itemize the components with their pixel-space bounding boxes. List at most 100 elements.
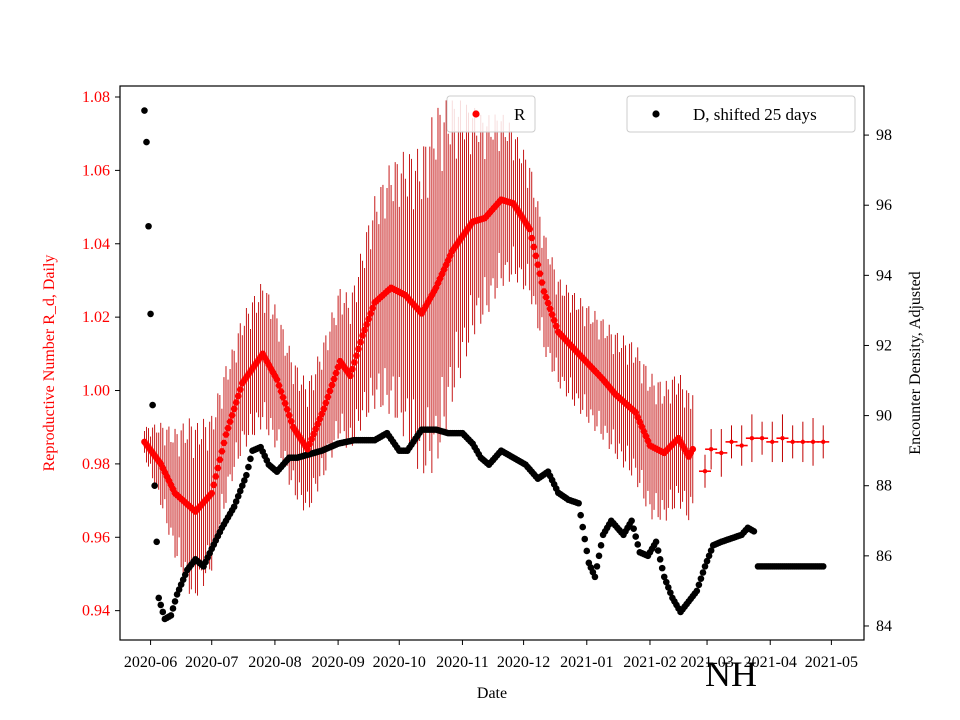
d-point[interactable] [159, 608, 167, 616]
d-point[interactable] [693, 587, 701, 595]
r-point[interactable] [306, 440, 313, 448]
r-point[interactable] [355, 345, 362, 353]
r-point[interactable] [320, 405, 328, 413]
d-point[interactable] [658, 564, 666, 572]
d-point[interactable] [157, 601, 165, 609]
r-point[interactable] [689, 445, 697, 453]
d-point[interactable] [151, 482, 158, 490]
r-tail-point[interactable] [800, 439, 806, 445]
r-point[interactable] [544, 299, 552, 307]
d-point[interactable] [169, 605, 177, 612]
r-tail-point[interactable] [719, 450, 724, 456]
d-point[interactable] [630, 525, 637, 532]
r-point[interactable] [208, 489, 216, 497]
r-point[interactable] [285, 411, 293, 419]
d-point[interactable] [705, 552, 713, 560]
d-point[interactable] [575, 499, 582, 507]
r-point[interactable] [330, 375, 338, 383]
d-point[interactable] [581, 535, 589, 543]
r-point[interactable] [212, 473, 220, 480]
d-point[interactable] [153, 538, 160, 546]
r-tail-point[interactable] [810, 439, 816, 445]
d-point[interactable] [241, 477, 248, 484]
r-point[interactable] [222, 431, 230, 438]
r-point[interactable] [232, 399, 240, 406]
r-point[interactable] [287, 417, 295, 425]
r-point[interactable] [316, 415, 324, 423]
r-point[interactable] [318, 410, 326, 418]
r-point[interactable] [365, 315, 372, 323]
r-point[interactable] [359, 332, 366, 339]
r-point[interactable] [528, 234, 536, 242]
d-point[interactable] [143, 138, 150, 146]
r-tail-point[interactable] [770, 439, 775, 445]
r-point[interactable] [546, 305, 554, 313]
d-point[interactable] [634, 541, 642, 548]
r-point[interactable] [540, 288, 548, 295]
r-point[interactable] [234, 392, 242, 400]
d-point[interactable] [234, 492, 242, 500]
r-point[interactable] [308, 435, 315, 443]
d-point[interactable] [660, 573, 668, 581]
d-point[interactable] [232, 498, 240, 505]
d-point[interactable] [141, 107, 148, 114]
d-point[interactable] [703, 557, 711, 565]
r-point[interactable] [526, 225, 534, 233]
d-point[interactable] [667, 589, 674, 596]
r-point[interactable] [210, 481, 218, 489]
r-tail-point[interactable] [708, 447, 714, 452]
d-point[interactable] [750, 528, 758, 535]
d-point[interactable] [591, 573, 599, 581]
d-point[interactable] [147, 310, 154, 318]
r-point[interactable] [538, 279, 546, 286]
r-point[interactable] [353, 352, 360, 359]
d-point[interactable] [155, 594, 163, 602]
r-tail-point[interactable] [749, 436, 755, 441]
d-point[interactable] [583, 547, 591, 555]
d-point-flat[interactable] [819, 563, 827, 570]
r-point[interactable] [534, 261, 542, 269]
r-point[interactable] [363, 321, 370, 328]
r-tail-point[interactable] [780, 436, 785, 441]
r-point[interactable] [279, 394, 287, 401]
r-point[interactable] [226, 418, 234, 426]
r-point[interactable] [351, 359, 358, 366]
d-point[interactable] [247, 455, 254, 463]
r-point[interactable] [283, 406, 291, 413]
r-tail-point[interactable] [729, 439, 734, 445]
legend-r[interactable]: R [446, 95, 536, 133]
r-point[interactable] [228, 411, 236, 419]
r-point[interactable] [347, 372, 354, 380]
r-point[interactable] [532, 252, 540, 260]
r-point[interactable] [349, 365, 356, 373]
legend-d[interactable]: D, shifted 25 days [626, 95, 856, 133]
r-point[interactable] [281, 400, 289, 407]
r-point[interactable] [218, 448, 226, 455]
r-point[interactable] [367, 310, 375, 317]
d-point[interactable] [577, 511, 584, 519]
r-point[interactable] [236, 386, 244, 393]
d-point[interactable] [149, 401, 156, 409]
r-tail-point[interactable] [821, 439, 826, 445]
r-point[interactable] [548, 311, 556, 318]
d-point[interactable] [701, 563, 709, 570]
r-point[interactable] [304, 445, 311, 453]
d-point[interactable] [628, 517, 635, 525]
d-point[interactable] [245, 463, 252, 471]
d-point[interactable] [243, 471, 250, 479]
r-point[interactable] [361, 326, 368, 334]
d-point[interactable] [579, 523, 587, 531]
d-point[interactable] [697, 575, 705, 582]
d-point[interactable] [695, 581, 703, 589]
d-point[interactable] [707, 547, 715, 554]
r-tail-point[interactable] [702, 469, 708, 474]
d-point[interactable] [593, 563, 601, 570]
r-tail-point[interactable] [790, 439, 795, 445]
d-point[interactable] [236, 487, 244, 495]
d-point[interactable] [652, 538, 660, 546]
r-point[interactable] [322, 399, 330, 407]
d-point[interactable] [230, 503, 238, 511]
d-point[interactable] [656, 556, 664, 563]
d-point[interactable] [239, 482, 246, 490]
r-point[interactable] [550, 316, 558, 324]
